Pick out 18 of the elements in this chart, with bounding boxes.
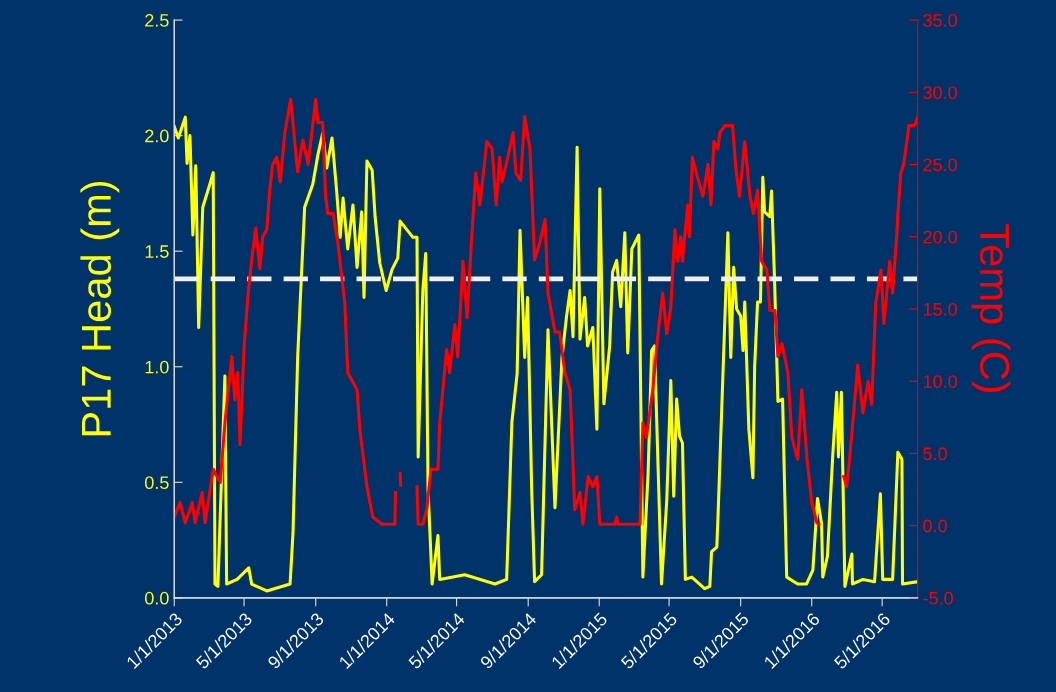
y2-tick-label: 10.0: [923, 375, 957, 388]
y2-tick-label: 25.0: [923, 158, 957, 172]
y2-tick-label: 5.0: [923, 447, 947, 461]
y-axis-title: P17 Head (m): [80, 181, 120, 436]
y-tick-label: 0.0: [144, 591, 169, 605]
y2-tick-label: 20.0: [923, 230, 957, 244]
y2-tick-label: 15.0: [923, 302, 957, 316]
y-tick-label: 2.0: [145, 129, 169, 143]
y2-tick-label: 0.0: [923, 519, 947, 533]
line-series: [174, 115, 918, 593]
y2-tick-label: -5.0: [923, 591, 953, 605]
y2-axis-title: Temp (C): [971, 224, 1011, 393]
y-tick-label: 1.0: [145, 360, 169, 374]
y2-tick-label: 30.0: [923, 86, 957, 100]
y2-tick-label: 35.0: [923, 14, 957, 27]
y-tick-label: 2.5: [145, 14, 169, 27]
y-tick-label: 0.5: [144, 476, 169, 490]
y-tick-label: 1.5: [145, 245, 169, 258]
